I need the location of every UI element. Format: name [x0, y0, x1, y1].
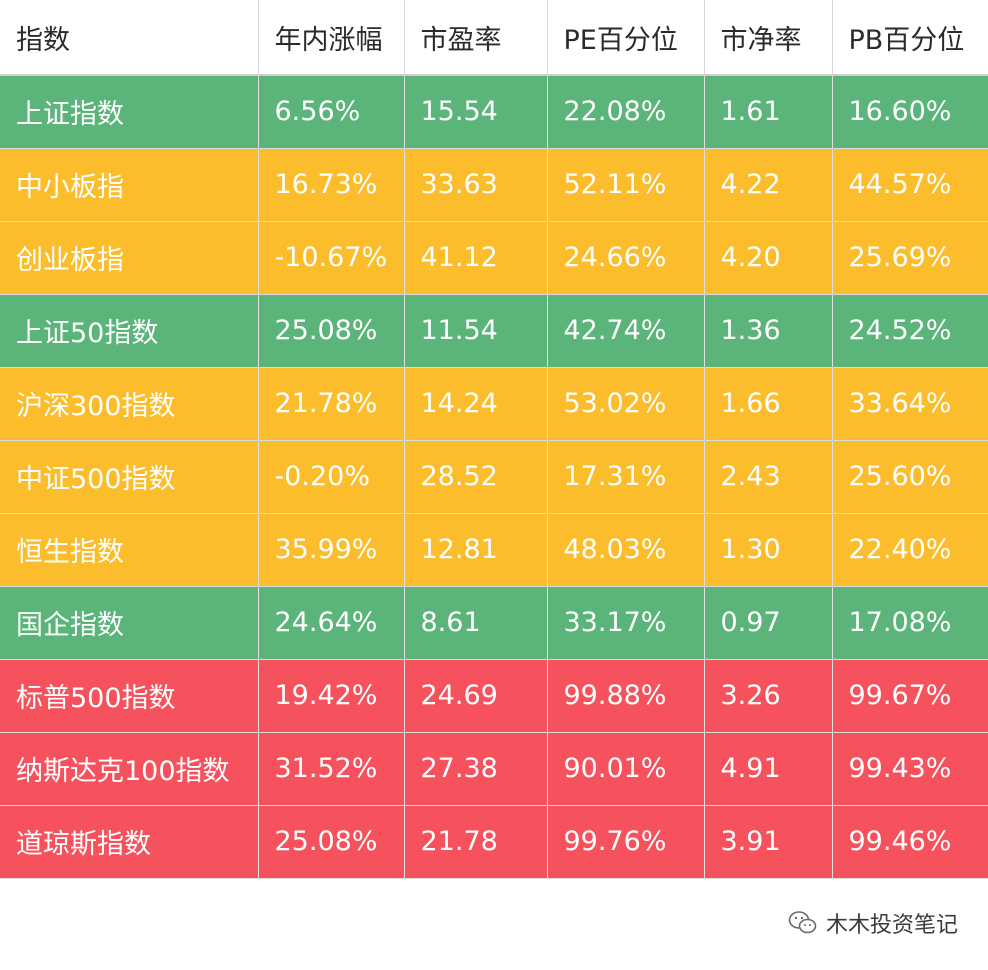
cell-pe-ratio: 15.54 [404, 75, 548, 149]
cell-pb-percentile: 24.52% [832, 294, 988, 368]
cell-pb-ratio: 1.30 [704, 513, 833, 587]
cell-ytd-change: 21.78% [258, 367, 405, 441]
cell-pb-ratio: 4.91 [704, 732, 833, 806]
cell-pb-ratio: 4.20 [704, 221, 833, 295]
cell-index-name: 创业板指 [0, 221, 259, 295]
table-row: 创业板指 -10.67% 41.12 24.66% 4.20 25.69% [0, 221, 988, 295]
cell-ytd-change: -10.67% [258, 221, 405, 295]
cell-pb-percentile: 44.57% [832, 148, 988, 222]
header-pb-ratio: 市净率 [704, 0, 833, 76]
header-pe-ratio: 市盈率 [404, 0, 548, 76]
cell-pe-ratio: 14.24 [404, 367, 548, 441]
table-body: 上证指数 6.56% 15.54 22.08% 1.61 16.60% 中小板指 16.73%… [0, 75, 988, 879]
cell-ytd-change: 35.99% [258, 513, 405, 587]
cell-index-name: 沪深300指数 [0, 367, 259, 441]
cell-index-name: 纳斯达克100指数 [0, 732, 259, 806]
cell-pe-percentile: 33.17% [547, 586, 705, 660]
cell-pb-ratio: 1.61 [704, 75, 833, 149]
table-row: 恒生指数 35.99% 12.81 48.03% 1.30 22.40% [0, 513, 988, 587]
cell-pb-ratio: 3.26 [704, 659, 833, 733]
cell-pb-percentile: 99.43% [832, 732, 988, 806]
cell-pe-ratio: 41.12 [404, 221, 548, 295]
cell-pb-percentile: 99.46% [832, 805, 988, 879]
cell-pb-percentile: 22.40% [832, 513, 988, 587]
cell-ytd-change: 25.08% [258, 805, 405, 879]
cell-ytd-change: 19.42% [258, 659, 405, 733]
cell-pb-percentile: 25.69% [832, 221, 988, 295]
table-header-row: 指数 年内涨幅 市盈率 PE百分位 市净率 PB百分位 [0, 0, 988, 76]
table-row: 中证500指数 -0.20% 28.52 17.31% 2.43 25.60% [0, 440, 988, 514]
table-row: 纳斯达克100指数 31.52% 27.38 90.01% 4.91 99.43% [0, 732, 988, 806]
cell-pe-ratio: 27.38 [404, 732, 548, 806]
cell-index-name: 国企指数 [0, 586, 259, 660]
cell-pe-percentile: 22.08% [547, 75, 705, 149]
cell-ytd-change: 6.56% [258, 75, 405, 149]
cell-pe-ratio: 33.63 [404, 148, 548, 222]
table-row: 标普500指数 19.42% 24.69 99.88% 3.26 99.67% [0, 659, 988, 733]
cell-pb-ratio: 0.97 [704, 586, 833, 660]
cell-pb-percentile: 25.60% [832, 440, 988, 514]
cell-index-name: 道琼斯指数 [0, 805, 259, 879]
cell-pb-ratio: 1.36 [704, 294, 833, 368]
table-row: 国企指数 24.64% 8.61 33.17% 0.97 17.08% [0, 586, 988, 660]
cell-pe-percentile: 99.76% [547, 805, 705, 879]
cell-pe-percentile: 53.02% [547, 367, 705, 441]
cell-pb-percentile: 99.67% [832, 659, 988, 733]
cell-pb-percentile: 16.60% [832, 75, 988, 149]
cell-ytd-change: 24.64% [258, 586, 405, 660]
index-valuation-table: 指数 年内涨幅 市盈率 PE百分位 市净率 PB百分位 上证指数 6.56% 15.… [0, 0, 988, 879]
cell-pb-percentile: 33.64% [832, 367, 988, 441]
cell-pe-percentile: 52.11% [547, 148, 705, 222]
table-row: 沪深300指数 21.78% 14.24 53.02% 1.66 33.64% [0, 367, 988, 441]
cell-index-name: 恒生指数 [0, 513, 259, 587]
cell-pb-ratio: 1.66 [704, 367, 833, 441]
header-ytd-change: 年内涨幅 [258, 0, 405, 76]
cell-pe-percentile: 48.03% [547, 513, 705, 587]
table-row: 上证50指数 25.08% 11.54 42.74% 1.36 24.52% [0, 294, 988, 368]
cell-pe-percentile: 42.74% [547, 294, 705, 368]
cell-pe-ratio: 12.81 [404, 513, 548, 587]
cell-pe-ratio: 21.78 [404, 805, 548, 879]
watermark-text: 木木投资笔记 [825, 913, 958, 938]
table-row: 上证指数 6.56% 15.54 22.08% 1.61 16.60% [0, 75, 988, 149]
cell-index-name: 上证50指数 [0, 294, 259, 368]
header-pb-percentile: PB百分位 [832, 0, 988, 76]
cell-index-name: 中小板指 [0, 148, 259, 222]
header-index: 指数 [0, 0, 259, 76]
cell-index-name: 上证指数 [0, 75, 259, 149]
watermark: 木木投资笔记 [788, 907, 958, 939]
wechat-icon [788, 911, 817, 934]
table-row: 道琼斯指数 25.08% 21.78 99.76% 3.91 99.46% [0, 805, 988, 879]
cell-pb-ratio: 3.91 [704, 805, 833, 879]
cell-pb-ratio: 2.43 [704, 440, 833, 514]
table-row: 中小板指 16.73% 33.63 52.11% 4.22 44.57% [0, 148, 988, 222]
cell-pe-percentile: 90.01% [547, 732, 705, 806]
cell-pb-ratio: 4.22 [704, 148, 833, 222]
cell-pb-percentile: 17.08% [832, 586, 988, 660]
cell-pe-percentile: 99.88% [547, 659, 705, 733]
cell-pe-percentile: 17.31% [547, 440, 705, 514]
cell-pe-ratio: 11.54 [404, 294, 548, 368]
cell-ytd-change: 25.08% [258, 294, 405, 368]
cell-ytd-change: 16.73% [258, 148, 405, 222]
cell-pe-percentile: 24.66% [547, 221, 705, 295]
cell-ytd-change: 31.52% [258, 732, 405, 806]
cell-index-name: 中证500指数 [0, 440, 259, 514]
cell-pe-ratio: 8.61 [404, 586, 548, 660]
cell-pe-ratio: 28.52 [404, 440, 548, 514]
cell-ytd-change: -0.20% [258, 440, 405, 514]
cell-index-name: 标普500指数 [0, 659, 259, 733]
cell-pe-ratio: 24.69 [404, 659, 548, 733]
valuation-table-container: 指数 年内涨幅 市盈率 PE百分位 市净率 PB百分位 上证指数 6.56% 15.… [0, 0, 988, 879]
header-pe-percentile: PE百分位 [547, 0, 705, 76]
